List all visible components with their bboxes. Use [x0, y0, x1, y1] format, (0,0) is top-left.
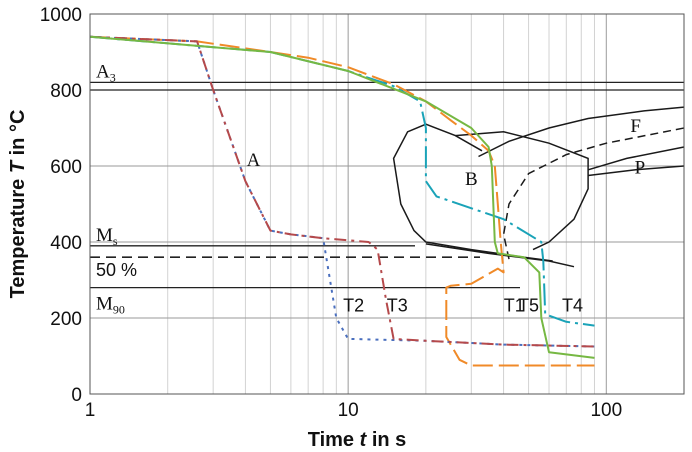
series-label: T5: [518, 296, 539, 316]
series-label: T1: [504, 296, 525, 316]
series-label: T4: [562, 296, 583, 316]
transformation-curves: [392, 106, 685, 268]
transformation-curve-bainite-start: [392, 123, 553, 262]
x-tick-label: 1: [85, 400, 96, 421]
ref-line-label: M90: [96, 294, 125, 317]
y-tick-label: 0: [71, 385, 82, 406]
plot-frame: [89, 13, 685, 395]
transformation-curve-pearlite-lower: [588, 165, 685, 177]
y-tick-label: 400: [50, 233, 82, 254]
transformation-curve-bainite-end: [455, 131, 589, 251]
series-line-t3: [89, 35, 595, 348]
ref-line-label: A3: [96, 61, 116, 84]
transformation-curve-ms-tail: [425, 243, 575, 268]
region-label: A: [247, 150, 261, 171]
y-tick-label: 200: [50, 309, 82, 330]
annotations: A3 Ms 50 % M90 A B FP T1 T2 T3 T4 T5: [96, 61, 645, 316]
grid: [90, 14, 684, 394]
y-tick-label: 600: [50, 157, 82, 178]
transformation-curve-ferrite-bound: [478, 106, 685, 158]
region-label: P: [635, 158, 646, 179]
y-tick-labels: 0 200 400 600 800 1000: [40, 5, 82, 406]
series-label: T3: [387, 296, 408, 316]
series-line-t4: [89, 35, 595, 327]
x-tick-label: 100: [590, 400, 622, 421]
x-tick-labels: 1 10 100: [85, 400, 622, 421]
series-label: T2: [343, 296, 364, 316]
y-axis-label: Temperature T in °C: [7, 110, 29, 299]
series-line-t5: [89, 35, 595, 359]
x-axis-label: Time t in s: [308, 429, 407, 451]
y-tick-label: 800: [50, 81, 82, 102]
series-line-t1: [89, 35, 595, 367]
region-label: B: [465, 169, 478, 190]
x-tick-label: 10: [338, 400, 359, 421]
transformation-curve-ferrite-50: [502, 127, 685, 260]
ref-line-label: Ms: [96, 225, 118, 248]
transformation-curve-pearlite-upper: [587, 146, 685, 171]
region-label: F: [630, 116, 641, 137]
ref-line-label: 50 %: [96, 260, 137, 280]
cooling-curves: [89, 35, 595, 367]
y-tick-label: 1000: [40, 5, 82, 26]
